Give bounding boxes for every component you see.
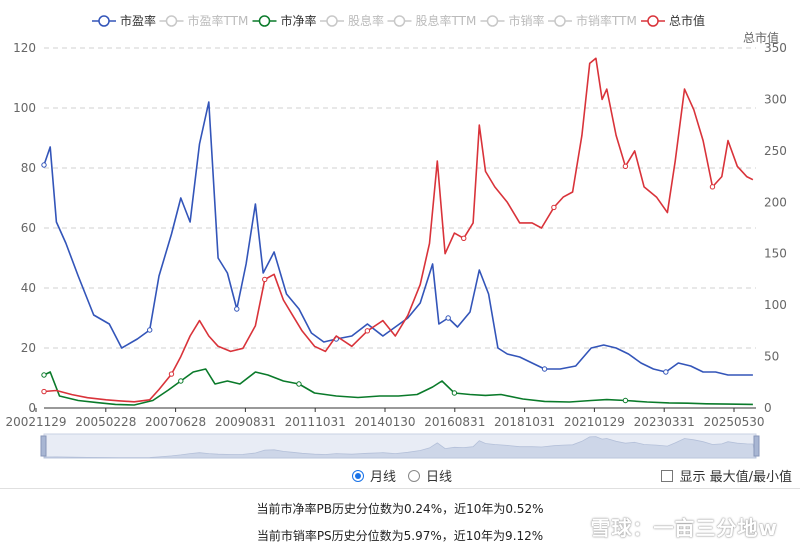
right-tick-label: 200 bbox=[764, 195, 787, 209]
left-tick-label: 120 bbox=[13, 41, 36, 55]
x-tick-label: 20050228 bbox=[75, 415, 136, 429]
series-point bbox=[461, 235, 467, 241]
series-line-市净率 bbox=[43, 368, 753, 406]
x-tick-label: 20210129 bbox=[564, 415, 625, 429]
series-point bbox=[663, 369, 669, 375]
series-point bbox=[541, 366, 548, 372]
x-tick-label: 20140130 bbox=[354, 415, 415, 429]
left-axis-ticks: 0 20 40 60 80 100 120 bbox=[13, 41, 36, 415]
legend-label: 市净率 bbox=[281, 13, 317, 28]
watermark: 雪球：一亩三分地w bbox=[590, 516, 778, 540]
pb-percentile-note: 当前市净率PB历史分位数为0.24%，近10年为0.52% bbox=[256, 502, 544, 516]
legend-label: 股息率 bbox=[348, 13, 384, 28]
legend-circle bbox=[98, 15, 110, 27]
legend-label: 市盈率 bbox=[120, 13, 156, 28]
series-point bbox=[622, 163, 629, 169]
legend-label: 总市值 bbox=[669, 13, 705, 28]
series-point bbox=[41, 372, 47, 378]
right-tick-label: 350 bbox=[764, 41, 787, 55]
slider-handle-right bbox=[753, 435, 760, 457]
series-point bbox=[709, 184, 716, 190]
left-tick-label: 0 bbox=[28, 401, 36, 415]
legend-label: 市销率TTM bbox=[576, 13, 637, 28]
legend-label: 股息率TTM bbox=[416, 13, 477, 28]
radio-monthly-label: 月线 bbox=[370, 470, 397, 485]
series-point bbox=[178, 378, 184, 384]
left-tick-label: 40 bbox=[21, 281, 36, 295]
series-point bbox=[364, 328, 371, 334]
radio-monthly[interactable]: 月线 bbox=[352, 466, 396, 485]
legend-circle bbox=[258, 15, 271, 27]
left-tick-label: 80 bbox=[21, 161, 36, 175]
x-tick-label: 20111031 bbox=[285, 415, 346, 429]
series-point bbox=[445, 315, 451, 321]
chart-controls: 月线 日线 显示 最大值/最小值 bbox=[0, 462, 800, 486]
series-point bbox=[551, 204, 557, 211]
checkbox-box[interactable] bbox=[661, 469, 674, 482]
slider-handle-left bbox=[40, 435, 47, 457]
left-tick-label: 20 bbox=[21, 341, 36, 355]
chart-legend: 市盈率 市盈率TTM 市净率 股息率 股息率TTM 市销率 市销率TTM 总市值 bbox=[92, 13, 705, 28]
legend-circle bbox=[165, 15, 178, 27]
series-lines bbox=[41, 57, 754, 406]
right-tick-label: 250 bbox=[764, 144, 787, 158]
show-max-min-checkbox[interactable]: 显示 最大值/最小值 bbox=[661, 466, 792, 485]
right-tick-label: 100 bbox=[764, 298, 787, 312]
legend-circle bbox=[393, 15, 406, 27]
series-point bbox=[262, 276, 268, 283]
radio-daily-label: 日线 bbox=[426, 470, 453, 485]
x-tick-label: 20160831 bbox=[424, 415, 485, 429]
series-line-市盈率 bbox=[43, 101, 753, 376]
x-axis-ticks: 20021129 20050228 20070628 20090831 20111031… bbox=[5, 408, 765, 429]
left-tick-label: 100 bbox=[13, 101, 36, 115]
series-line-总市值 bbox=[43, 57, 754, 403]
series-point bbox=[451, 390, 458, 396]
x-tick-label: 20230331 bbox=[634, 415, 695, 429]
ps-percentile-note: 当前市销率PS历史分位数为5.97%，近10年为9.12% bbox=[256, 529, 544, 543]
checkbox-label: 显示 最大值/最小值 bbox=[679, 470, 792, 485]
right-tick-label: 0 bbox=[764, 401, 772, 415]
legend-label: 市销率 bbox=[509, 13, 545, 28]
legend-circle bbox=[647, 15, 659, 27]
x-tick-label: 20250530 bbox=[703, 415, 764, 429]
legend-circle bbox=[486, 15, 499, 27]
series-point bbox=[41, 388, 47, 395]
right-tick-label: 150 bbox=[764, 247, 787, 261]
radio-daily-dot[interactable] bbox=[408, 469, 420, 482]
slider-overview bbox=[43, 436, 757, 459]
series-point bbox=[147, 327, 153, 333]
zoom-slider[interactable] bbox=[40, 433, 760, 459]
series-point bbox=[296, 381, 302, 387]
right-tick-label: 50 bbox=[764, 350, 779, 364]
grid-lines bbox=[44, 47, 756, 409]
x-tick-label: 20070628 bbox=[145, 415, 206, 429]
valuation-chart: 市盈率 市盈率TTM 市净率 股息率 股息率TTM 市销率 市销率TTM 总市值 总市值 02… bbox=[5, 13, 787, 459]
right-tick-label: 300 bbox=[764, 92, 787, 106]
x-tick-label: 20021129 bbox=[5, 415, 66, 429]
legend-label: 市盈率TTM bbox=[188, 13, 249, 28]
series-point bbox=[622, 397, 629, 404]
legend-circle bbox=[554, 15, 566, 27]
left-tick-label: 60 bbox=[21, 221, 36, 235]
right-axis-ticks: 0 50 100 150 200 250 300 350 bbox=[764, 41, 787, 415]
divider bbox=[0, 488, 800, 489]
right-axis-title: 总市值 bbox=[743, 30, 779, 45]
series-point bbox=[234, 306, 240, 312]
series-point bbox=[168, 371, 175, 377]
legend-circle bbox=[326, 15, 338, 27]
x-tick-label: 20181031 bbox=[494, 415, 555, 429]
radio-monthly-dot[interactable] bbox=[352, 469, 364, 482]
series-point bbox=[41, 162, 47, 168]
x-tick-label: 20090831 bbox=[215, 415, 276, 429]
radio-daily[interactable]: 日线 bbox=[408, 466, 452, 485]
